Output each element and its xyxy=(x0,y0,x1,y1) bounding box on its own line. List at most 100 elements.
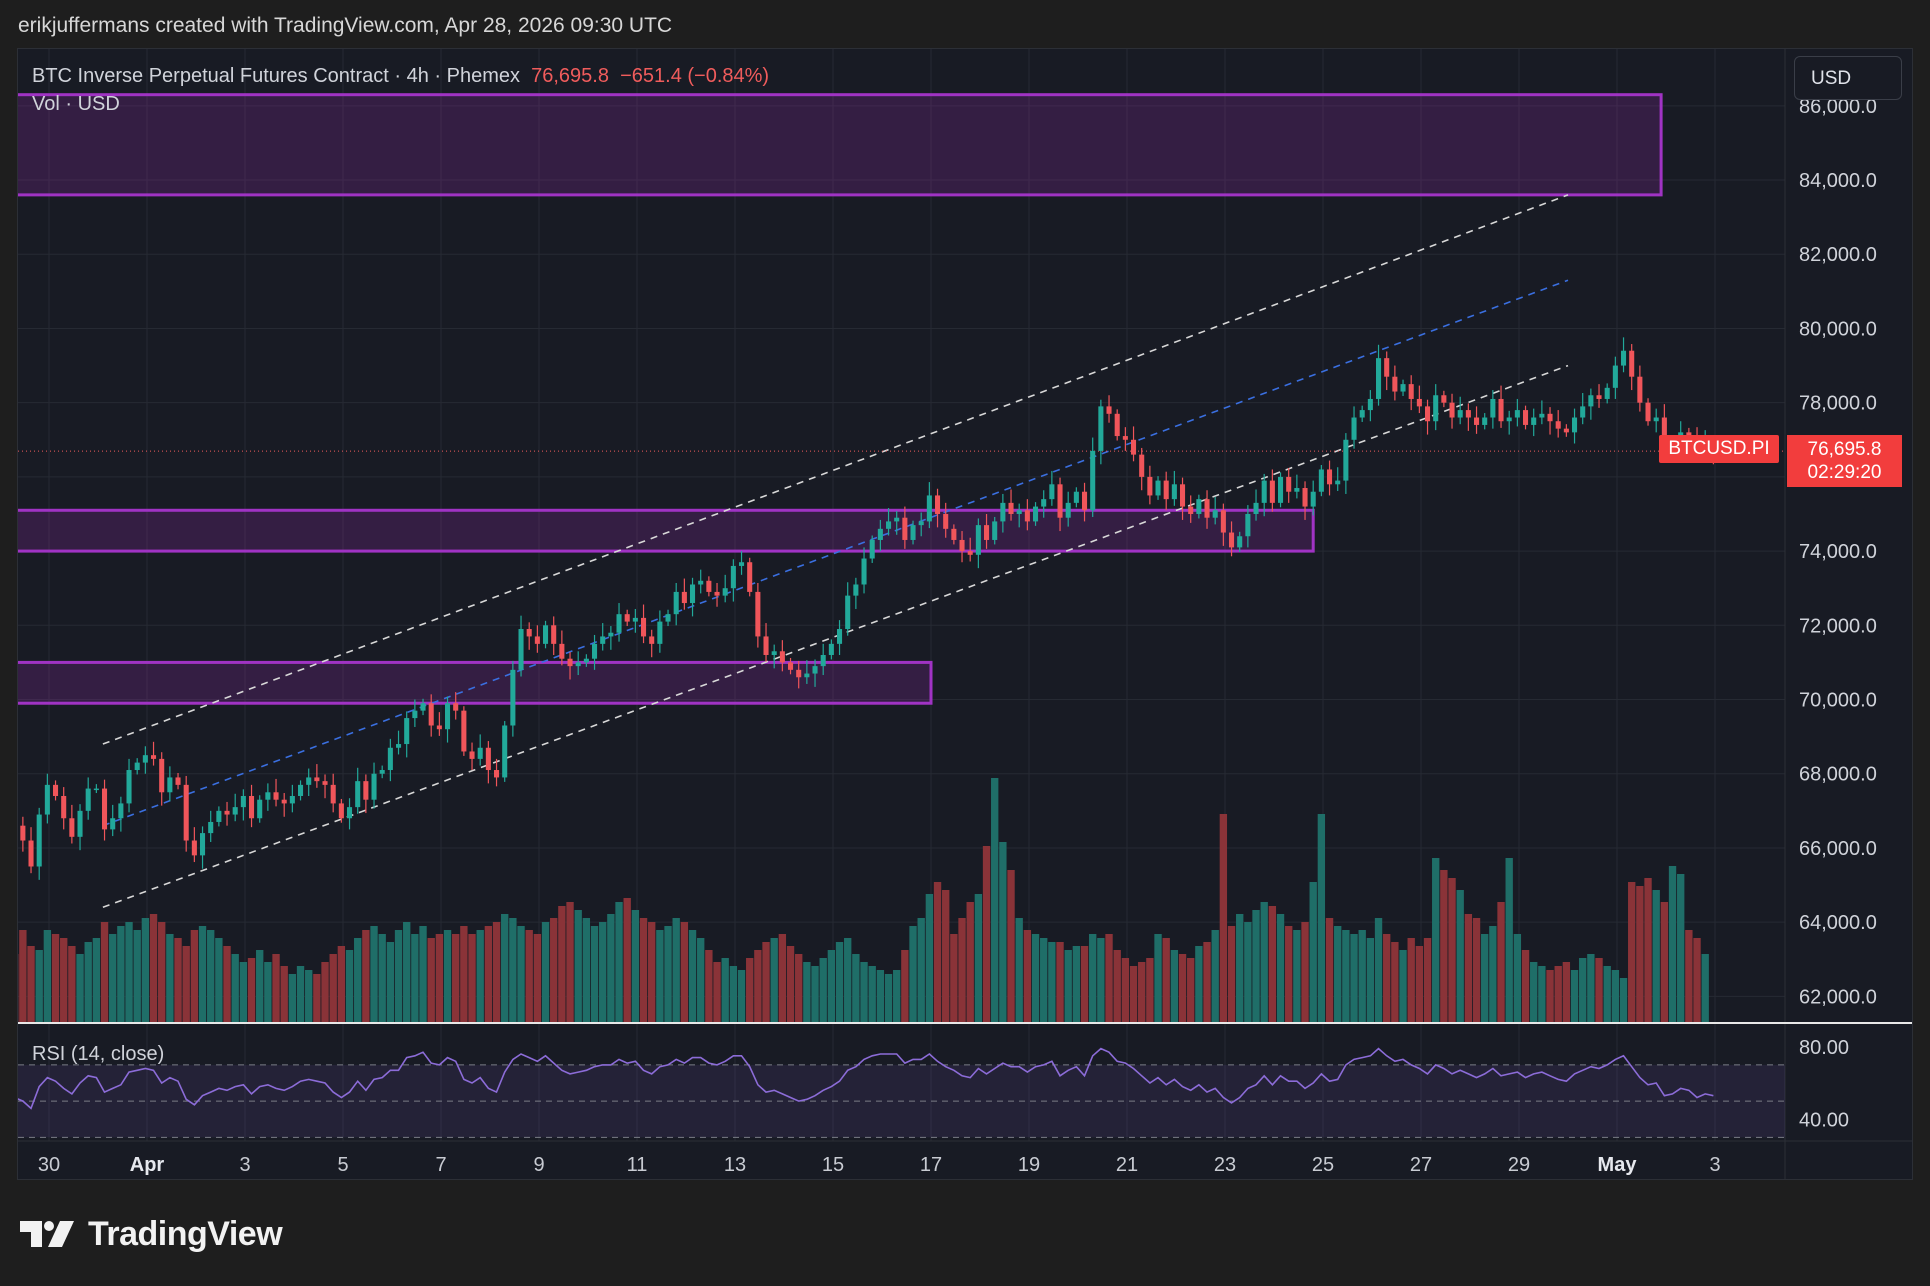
volume-bar xyxy=(272,954,280,1022)
price-axis-label: 78,000.0 xyxy=(1799,393,1877,415)
candle-body xyxy=(420,703,426,711)
candle-body xyxy=(902,517,908,540)
volume-bar xyxy=(737,970,746,1022)
supply-demand-zones[interactable] xyxy=(18,93,1663,705)
candle-body xyxy=(1204,499,1210,518)
candle-body xyxy=(1261,480,1267,503)
candle-body xyxy=(1065,502,1071,518)
candle-body xyxy=(1661,417,1667,448)
time-axis[interactable]: 30 Apr 3 5 7 9 11 13 15 17 19 21 23 25 27 29 May 3 xyxy=(38,1154,1721,1176)
volume-bar xyxy=(329,954,337,1022)
volume-bar xyxy=(525,930,533,1022)
volume-bar xyxy=(1317,814,1326,1022)
candle-body xyxy=(1106,406,1112,414)
volume-bar xyxy=(1464,914,1473,1022)
rsi-axis-label: 40.00 xyxy=(1799,1109,1849,1131)
candle-body xyxy=(632,617,638,622)
candle-body xyxy=(200,833,206,856)
volume-bar xyxy=(1554,966,1562,1022)
volume-bar xyxy=(117,926,125,1022)
candle-body xyxy=(1408,384,1414,399)
volume-bar xyxy=(321,962,329,1022)
price-chart[interactable]: 80.00 40.00 86,000.0 84,000.0 82,000.0 80,00… xyxy=(18,49,1912,1179)
volume-bar xyxy=(149,914,158,1022)
volume-bar xyxy=(1146,958,1154,1022)
currency-button[interactable]: USD xyxy=(1794,56,1902,100)
candle-body xyxy=(44,784,50,815)
volume-bar xyxy=(476,930,484,1022)
volume-bar xyxy=(296,966,305,1022)
chart-frame[interactable]: 80.00 40.00 86,000.0 84,000.0 82,000.0 80,00… xyxy=(17,48,1913,1180)
zone-box xyxy=(18,93,1663,197)
candle-body xyxy=(624,614,630,622)
volume-bar xyxy=(566,902,574,1022)
candle-body xyxy=(673,591,679,615)
volume-bar xyxy=(419,926,427,1022)
volume-bar xyxy=(746,958,754,1022)
volume-bar xyxy=(1374,918,1383,1022)
candle-body xyxy=(1229,532,1235,548)
candle-body xyxy=(714,591,720,596)
candle-body xyxy=(747,562,753,592)
volume-bar xyxy=(844,938,852,1022)
candle-body xyxy=(1327,469,1333,485)
volume-bar xyxy=(51,934,60,1022)
candle-body xyxy=(665,614,671,622)
candle-body xyxy=(1122,436,1128,440)
volume-bar xyxy=(729,966,738,1022)
candle-body xyxy=(975,525,981,555)
candle-body xyxy=(330,784,336,804)
candle-body xyxy=(1155,480,1161,496)
symbol-legend[interactable]: BTC Inverse Perpetual Futures Contract ·… xyxy=(32,65,769,88)
candle-body xyxy=(1612,365,1618,388)
volume-bar xyxy=(256,950,264,1022)
candle-body xyxy=(1171,484,1177,500)
candle-body xyxy=(592,643,598,659)
candle-body xyxy=(788,662,794,670)
time-axis-label: 3 xyxy=(1709,1154,1720,1176)
candle-body xyxy=(306,777,312,785)
volume-bar xyxy=(362,930,370,1022)
candle-body xyxy=(853,584,859,596)
candle-body xyxy=(1547,413,1553,422)
candle-body xyxy=(1686,432,1692,437)
candle-body xyxy=(436,725,442,730)
candle-body xyxy=(1555,421,1561,429)
candle-body xyxy=(314,777,320,782)
volume-bar xyxy=(354,938,362,1022)
candle-body xyxy=(1318,469,1324,492)
volume-bar xyxy=(950,934,958,1022)
volume-bar xyxy=(174,938,182,1022)
volume-bar xyxy=(1178,954,1187,1022)
candle-body xyxy=(249,795,255,819)
candle-body xyxy=(485,747,491,771)
volume-bar xyxy=(1391,942,1399,1022)
volume-bar xyxy=(1701,954,1709,1022)
volume-bar xyxy=(92,938,101,1022)
candle-body xyxy=(967,551,973,555)
candle-body xyxy=(502,725,508,778)
candle-body xyxy=(28,840,34,867)
volume-bar xyxy=(386,942,395,1022)
candle-body xyxy=(347,807,353,819)
candle-body xyxy=(142,755,148,763)
candle-body xyxy=(1073,491,1079,503)
tradingview-logo[interactable]: TradingView xyxy=(20,1212,283,1256)
volume-bar xyxy=(925,894,934,1022)
candle-body xyxy=(510,669,516,726)
volume-bar xyxy=(705,950,713,1022)
candle-body xyxy=(69,818,75,837)
price-axis-label: 64,000.0 xyxy=(1799,912,1877,934)
candle-body xyxy=(1098,406,1104,451)
price-axis[interactable]: 86,000.0 84,000.0 82,000.0 80,000.0 78,000.0… xyxy=(1799,96,1877,1009)
candle-body xyxy=(1302,488,1308,507)
price-axis-label: 74,000.0 xyxy=(1799,541,1877,563)
time-axis-label: 13 xyxy=(724,1154,746,1176)
volume-bar xyxy=(100,922,109,1022)
rsi-axis-label: 80.00 xyxy=(1799,1037,1849,1059)
volume-bar xyxy=(786,946,795,1022)
volume-legend[interactable]: Vol · USD xyxy=(32,93,120,115)
rsi-legend[interactable]: RSI (14, close) xyxy=(32,1043,165,1065)
candle-body xyxy=(1621,350,1627,366)
tradingview-logo-icon xyxy=(20,1217,78,1251)
